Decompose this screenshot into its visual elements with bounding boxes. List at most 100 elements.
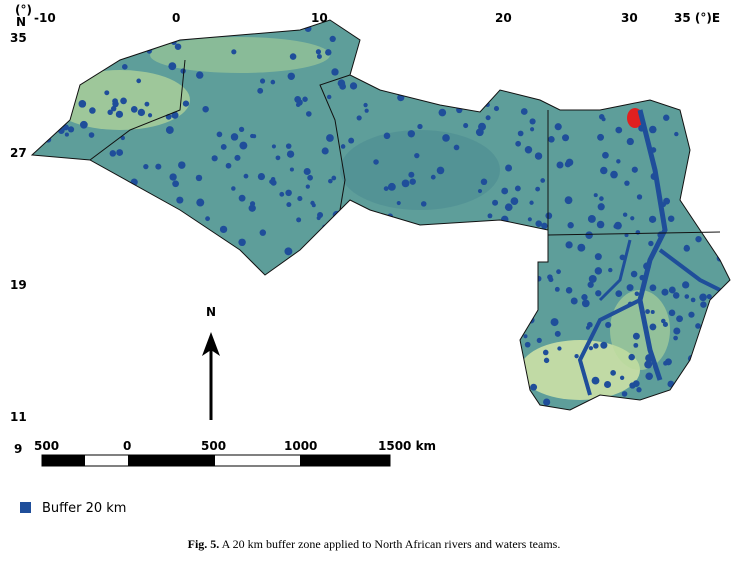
buffer-zone — [523, 334, 528, 339]
buffer-zone — [354, 339, 362, 347]
buffer-zone — [40, 381, 48, 389]
buffer-zone — [231, 282, 236, 287]
buffer-zone — [297, 287, 304, 295]
buffer-zone — [174, 295, 181, 302]
buffer-zone — [89, 107, 96, 114]
buffer-zone — [644, 27, 652, 35]
buffer-zone — [423, 289, 429, 295]
buffer-zone — [404, 406, 413, 410]
buffer-zone — [517, 130, 524, 137]
river-buffer — [637, 109, 668, 381]
buffer-zone — [682, 281, 690, 289]
buffer-zone — [384, 406, 390, 410]
buffer-zone — [259, 78, 266, 84]
buffer-zone — [501, 187, 509, 195]
buffer-zone — [32, 104, 39, 112]
buffer-zone — [619, 375, 625, 380]
buffer-zone — [53, 72, 59, 77]
buffer-zone — [32, 214, 33, 220]
buffer-zone — [368, 20, 377, 26]
buffer-zone — [684, 294, 690, 299]
buffer-zone — [512, 290, 517, 295]
buffer-zone — [234, 154, 241, 161]
buffer-zone — [147, 113, 153, 118]
buffer-zone — [554, 286, 560, 292]
buffer-zone — [169, 30, 174, 36]
buffer-zone — [610, 170, 618, 179]
buffer-zone — [468, 342, 475, 348]
buffer-zone — [689, 210, 695, 216]
buffer-zone — [699, 293, 707, 302]
buffer-zone — [667, 380, 675, 388]
buffer-zone — [429, 395, 436, 403]
buffer-zone — [447, 88, 453, 95]
buffer-zone — [465, 320, 470, 325]
buffer-zone — [713, 166, 719, 173]
scale-segment — [128, 455, 215, 466]
buffer-zone — [492, 269, 500, 277]
border — [319, 74, 351, 211]
buffer-zone — [565, 158, 574, 167]
buffer-zone — [649, 81, 656, 87]
buffer-zone — [403, 317, 410, 324]
buffer-zone — [165, 28, 172, 35]
buffer-zone — [587, 215, 596, 223]
buffer-zone — [589, 86, 595, 91]
buffer-zone — [689, 405, 694, 410]
buffer-zone — [403, 67, 411, 74]
buffer-zone — [430, 61, 436, 68]
buffer-zone — [57, 54, 65, 61]
buffer-zone — [184, 238, 190, 244]
buffer-zone — [530, 127, 535, 132]
buffer-zone — [455, 402, 463, 410]
buffer-zone — [592, 47, 598, 53]
scale-bar — [41, 454, 391, 467]
buffer-zone — [326, 134, 334, 142]
buffer-zone — [377, 300, 382, 306]
buffer-zone — [548, 136, 555, 143]
buffer-zone — [635, 230, 641, 235]
buffer-zone — [577, 243, 586, 252]
buffer-zone — [169, 306, 175, 312]
buffer-zone — [372, 243, 380, 251]
buffer-zone — [225, 162, 232, 169]
buffer-zone — [265, 317, 272, 324]
buffer-zone — [86, 272, 93, 279]
buffer-zone — [615, 126, 623, 134]
buffer-zone — [158, 310, 163, 316]
buffer-zone — [475, 333, 483, 341]
buffer-zone — [554, 60, 562, 68]
buffer-zone — [531, 79, 537, 85]
land-shade — [610, 290, 670, 370]
buffer-zone — [518, 363, 523, 368]
buffer-zone — [602, 151, 609, 159]
buffer-zone — [349, 349, 358, 357]
buffer-zone — [49, 236, 58, 245]
buffer-zone — [362, 221, 367, 226]
buffer-zone — [321, 147, 329, 155]
buffer-zone — [99, 382, 107, 390]
buffer-zone — [398, 58, 403, 63]
buffer-zone — [685, 41, 691, 47]
caption: Fig. 5. A 20 km buffer zone applied to N… — [188, 537, 561, 551]
buffer-zone — [58, 324, 64, 330]
buffer-zone — [409, 360, 418, 369]
buffer-zone — [401, 328, 407, 333]
buffer-zone — [252, 134, 257, 139]
scale-label: 0 — [123, 439, 131, 453]
buffer-zone — [82, 416, 87, 421]
buffer-zone — [540, 178, 546, 183]
buffer-zone — [585, 231, 593, 239]
buffer-zone — [536, 337, 542, 343]
buffer-zone — [406, 393, 415, 402]
buffer-zone — [317, 211, 324, 218]
buffer-zone — [554, 123, 562, 131]
latitude-label: 35 — [10, 31, 27, 45]
buffer-zone — [573, 41, 581, 49]
buffer-zone — [401, 179, 410, 188]
buffer-zone — [172, 180, 180, 188]
buffer-zone — [691, 399, 697, 405]
buffer-zone — [673, 335, 678, 341]
buffer-zone — [672, 292, 680, 299]
